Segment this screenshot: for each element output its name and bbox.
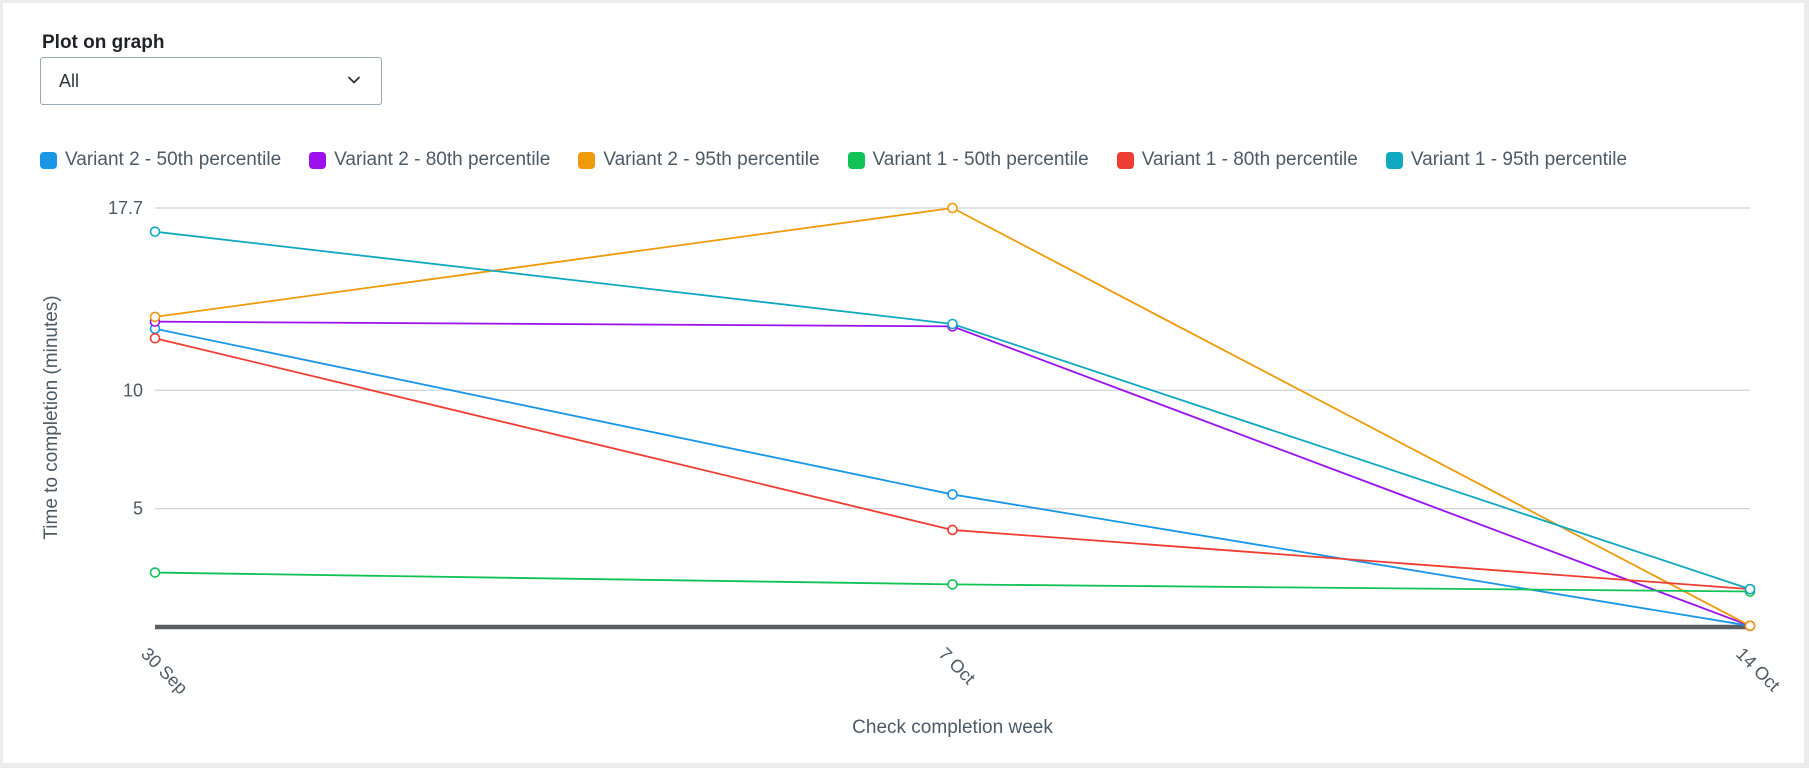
legend-swatch — [1116, 151, 1134, 169]
legend-label: Variant 2 - 95th percentile — [603, 149, 820, 170]
data-point — [947, 579, 958, 590]
data-point — [1744, 620, 1756, 632]
legend-swatch — [309, 151, 327, 169]
y-tick-label: 5 — [133, 499, 143, 519]
x-tick-label: 7 Oct — [935, 644, 980, 689]
legend-label: Variant 2 - 80th percentile — [334, 149, 551, 170]
data-point — [149, 226, 161, 237]
legend-label: Variant 1 - 80th percentile — [1141, 149, 1358, 170]
data-point — [947, 524, 958, 536]
x-tick-label: 30 Sep — [137, 644, 191, 698]
data-point — [947, 202, 958, 214]
x-tick-label: 14 Oct — [1732, 644, 1784, 696]
legend-item[interactable]: Variant 1 - 50th percentile — [847, 149, 1089, 171]
plot-on-graph-label: Plot on graph — [42, 32, 165, 53]
series-line — [154, 207, 1751, 627]
legend-label: Variant 1 - 95th percentile — [1410, 149, 1628, 170]
legend-swatch — [1385, 151, 1403, 169]
series-line — [154, 337, 1751, 591]
chevron-down-icon — [348, 76, 360, 84]
data-point — [1744, 583, 1756, 595]
data-point — [947, 489, 958, 500]
y-tick-label: 10 — [123, 380, 143, 400]
chart-panel — [3, 3, 1804, 763]
legend-item[interactable]: Variant 2 - 50th percentile — [40, 149, 281, 171]
legend-item[interactable]: Variant 2 - 80th percentile — [309, 149, 550, 171]
legend-item[interactable]: Variant 1 - 80th percentile — [1116, 149, 1358, 171]
legend-swatch — [578, 151, 596, 169]
plot-select-value: All — [59, 71, 80, 91]
x-axis-title: Check completion week — [852, 717, 1053, 738]
legend-item[interactable]: Variant 1 - 95th percentile — [1385, 149, 1628, 171]
data-point — [149, 332, 161, 344]
y-tick-label: 17.7 — [108, 198, 143, 218]
data-point — [149, 311, 161, 323]
legend-swatch — [40, 151, 57, 169]
data-point — [149, 567, 161, 578]
legend-label: Variant 1 - 50th percentile — [872, 149, 1089, 170]
plot-select[interactable]: All — [40, 57, 382, 105]
legend-item[interactable]: Variant 2 - 95th percentile — [578, 149, 820, 171]
legend-label: Variant 2 - 50th percentile — [65, 149, 282, 170]
legend-swatch — [847, 151, 865, 169]
data-point — [947, 318, 958, 330]
y-axis-title: Time to completion (minutes) — [41, 295, 62, 539]
chart-legend: Variant 2 - 50th percentile Variant 2 - 8… — [40, 149, 1627, 171]
